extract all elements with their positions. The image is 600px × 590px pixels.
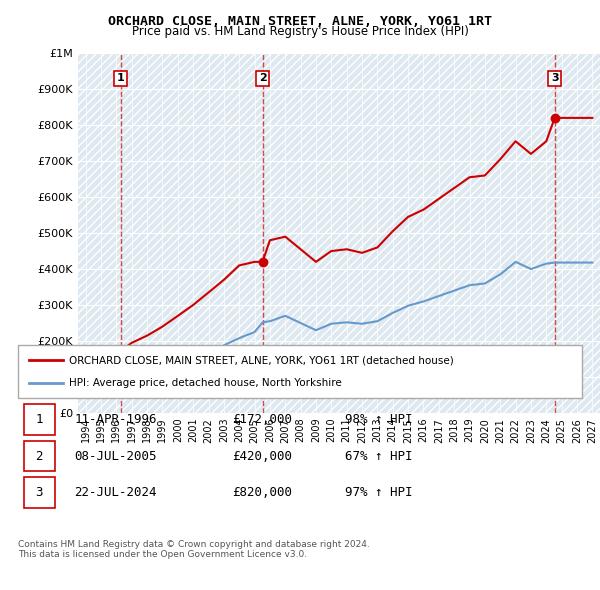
- Text: 2: 2: [35, 450, 43, 463]
- Text: 1: 1: [117, 73, 125, 83]
- Text: 3: 3: [551, 73, 559, 83]
- FancyBboxPatch shape: [23, 477, 55, 508]
- Text: Price paid vs. HM Land Registry's House Price Index (HPI): Price paid vs. HM Land Registry's House …: [131, 25, 469, 38]
- FancyBboxPatch shape: [23, 441, 55, 471]
- Text: ORCHARD CLOSE, MAIN STREET, ALNE, YORK, YO61 1RT (detached house): ORCHARD CLOSE, MAIN STREET, ALNE, YORK, …: [69, 355, 454, 365]
- FancyBboxPatch shape: [23, 404, 55, 435]
- Text: 3: 3: [35, 486, 43, 499]
- Text: 2: 2: [259, 73, 266, 83]
- FancyBboxPatch shape: [18, 345, 582, 398]
- Text: 97% ↑ HPI: 97% ↑ HPI: [345, 486, 413, 499]
- Text: £820,000: £820,000: [232, 486, 292, 499]
- Text: 11-APR-1996: 11-APR-1996: [74, 413, 157, 426]
- Text: HPI: Average price, detached house, North Yorkshire: HPI: Average price, detached house, Nort…: [69, 378, 341, 388]
- Text: £172,000: £172,000: [232, 413, 292, 426]
- Text: 22-JUL-2024: 22-JUL-2024: [74, 486, 157, 499]
- Text: 08-JUL-2005: 08-JUL-2005: [74, 450, 157, 463]
- Text: Contains HM Land Registry data © Crown copyright and database right 2024.
This d: Contains HM Land Registry data © Crown c…: [18, 540, 370, 559]
- Text: 1: 1: [35, 413, 43, 426]
- Text: £420,000: £420,000: [232, 450, 292, 463]
- Text: 98% ↑ HPI: 98% ↑ HPI: [345, 413, 413, 426]
- Text: 67% ↑ HPI: 67% ↑ HPI: [345, 450, 413, 463]
- Text: ORCHARD CLOSE, MAIN STREET, ALNE, YORK, YO61 1RT: ORCHARD CLOSE, MAIN STREET, ALNE, YORK, …: [108, 15, 492, 28]
